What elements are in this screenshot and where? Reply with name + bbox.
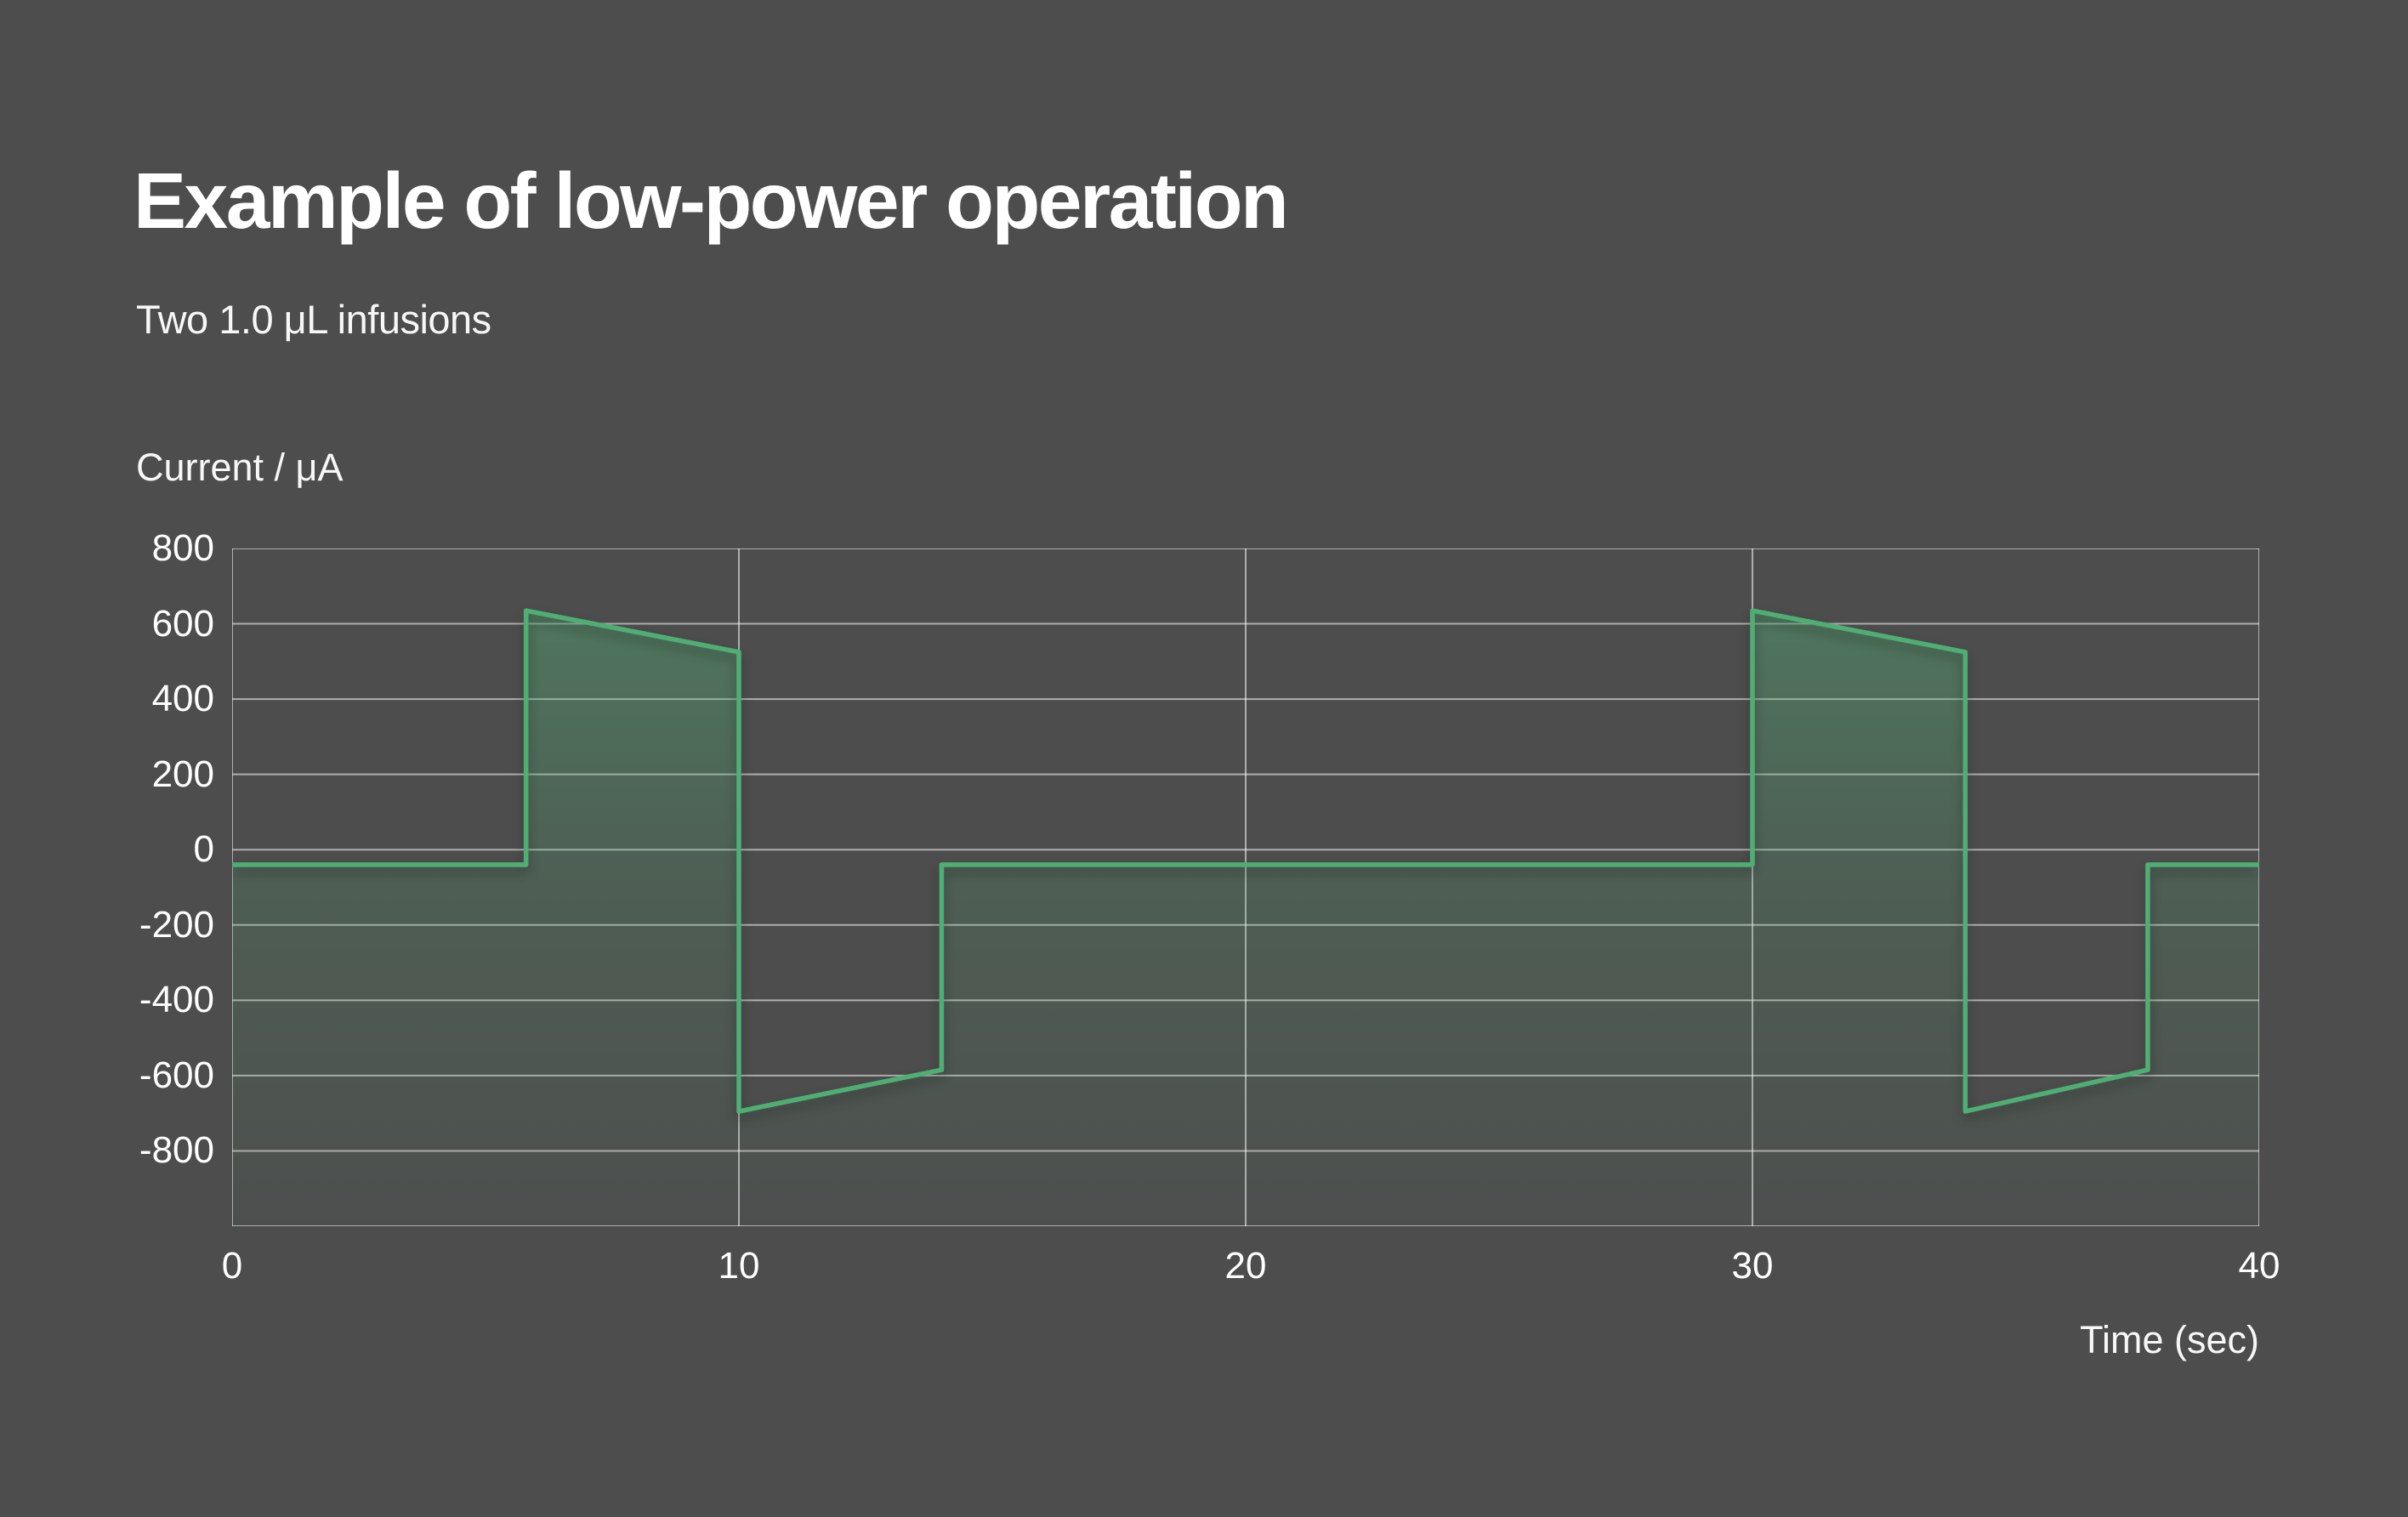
current-vs-time-line-chart — [231, 548, 2260, 1227]
y-tick-label-0: 0 — [193, 828, 214, 871]
y-tick-label--200: -200 — [139, 903, 214, 946]
y-tick-label--400: -400 — [139, 979, 214, 1021]
chart-plot-area — [231, 548, 2260, 1227]
y-tick-label-400: 400 — [151, 678, 214, 720]
x-axis-title: Time (sec) — [2080, 1318, 2259, 1361]
y-tick-label--600: -600 — [139, 1054, 214, 1096]
x-tick-label-40: 40 — [2238, 1245, 2280, 1287]
y-tick-label-800: 800 — [151, 527, 214, 569]
x-tick-label-20: 20 — [1224, 1245, 1267, 1287]
y-tick-label--800: -800 — [139, 1129, 214, 1172]
x-tick-label-10: 10 — [718, 1245, 760, 1287]
x-tick-label-0: 0 — [221, 1245, 243, 1287]
series-line-current — [232, 608, 2259, 1114]
y-axis-title: Current / μA — [136, 446, 344, 489]
x-tick-label-30: 30 — [1731, 1245, 1774, 1287]
y-tick-label-200: 200 — [151, 753, 214, 795]
y-tick-label-600: 600 — [151, 602, 214, 645]
page-title: Example of low-power operation — [133, 156, 1289, 245]
page-subtitle: Two 1.0 μL infusions — [136, 297, 491, 342]
